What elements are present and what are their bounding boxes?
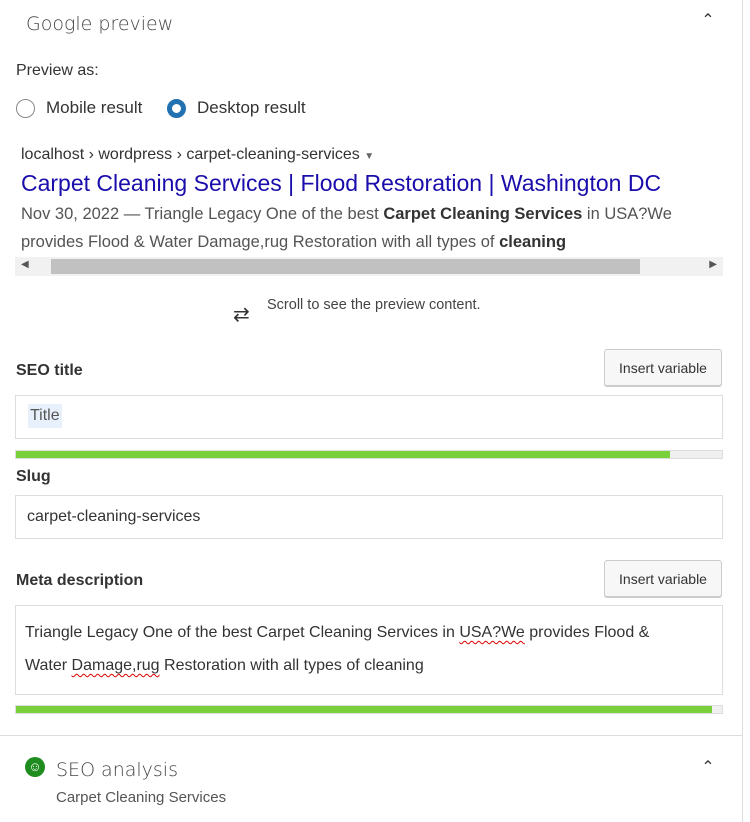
serp-breadcrumb: localhost › wordpress › carpet-cleaning-… <box>21 146 375 163</box>
radio-mobile[interactable]: Mobile result <box>16 98 142 118</box>
chevron-up-icon[interactable]: ⌃ <box>701 759 715 776</box>
horizontal-scrollbar[interactable]: ◀ ▶ <box>15 257 723 276</box>
section-title: Google preview <box>26 13 174 35</box>
smiley-face-icon: ☺ <box>25 757 45 777</box>
insert-variable-button[interactable]: Insert variable <box>604 349 722 386</box>
scroll-hint: Scroll to see the preview content. <box>267 297 481 313</box>
seo-analysis-title[interactable]: SEO analysis <box>56 759 178 781</box>
swap-arrows-icon: ⇄ <box>233 304 250 326</box>
slug-label: Slug <box>16 468 51 485</box>
caret-down-icon: ▼ <box>364 151 375 162</box>
chevron-up-icon[interactable]: ⌃ <box>701 12 715 29</box>
seo-title-label: SEO title <box>16 362 83 379</box>
radio-desktop[interactable]: Desktop result <box>167 98 306 118</box>
radio-button-selected[interactable] <box>167 98 186 118</box>
radio-button[interactable] <box>16 98 35 118</box>
divider <box>0 735 743 736</box>
seo-title-progress <box>15 450 723 459</box>
focus-keyphrase: Carpet Cleaning Services <box>56 789 227 806</box>
serp-description: Nov 30, 2022 — Triangle Legacy One of th… <box>21 205 672 251</box>
preview-as-label: Preview as: <box>16 62 99 79</box>
meta-description-input[interactable]: Triangle Legacy One of the best Carpet C… <box>15 605 723 695</box>
serp-title[interactable]: Carpet Cleaning Services | Flood Restora… <box>21 170 662 196</box>
insert-variable-button[interactable]: Insert variable <box>604 560 722 597</box>
seo-title-input[interactable]: Title <box>15 395 723 439</box>
meta-description-progress <box>15 705 723 714</box>
meta-description-label: Meta description <box>16 572 144 589</box>
scroll-left-icon[interactable]: ◀ <box>21 259 29 270</box>
slug-input[interactable]: carpet-cleaning-services <box>15 495 723 539</box>
scroll-right-icon[interactable]: ▶ <box>709 259 717 270</box>
title-variable[interactable]: Title <box>28 404 62 428</box>
scrollbar-thumb[interactable] <box>51 259 640 274</box>
